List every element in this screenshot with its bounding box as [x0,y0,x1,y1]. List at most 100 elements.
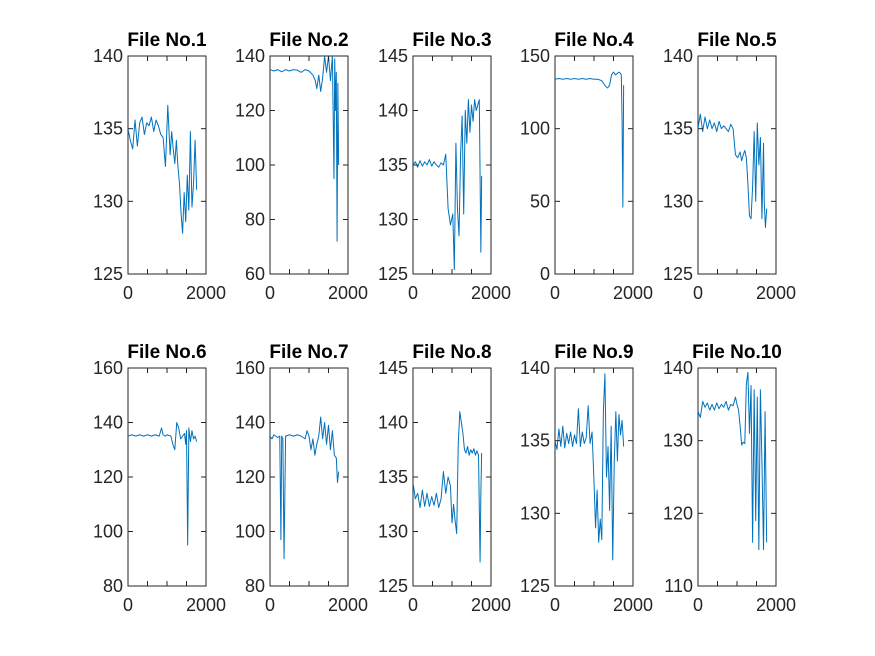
data-trace [413,411,483,563]
y-tick-label: 0 [540,264,550,284]
y-tick-label: 130 [663,191,693,211]
y-tick-label: 140 [93,46,123,66]
y-tick-label: 125 [663,264,693,284]
subplot-title: File No.9 [554,342,633,363]
x-tick-label: 2000 [471,595,511,615]
y-tick-label: 100 [93,522,123,542]
x-tick-label: 2000 [186,283,226,303]
subplot-4: 0 50 100 150 0 2000 File No.4 [520,30,653,303]
y-tick-label: 160 [93,358,123,378]
x-tick-label: 2000 [471,283,511,303]
x-tick-label: 2000 [756,595,796,615]
data-trace [413,99,483,271]
y-tick-label: 145 [378,358,408,378]
y-tick-label: 140 [93,413,123,433]
subplot-title: File No.10 [692,342,782,363]
x-tick-label: 0 [123,595,133,615]
y-tick-label: 130 [378,522,408,542]
y-tick-label: 140 [663,358,693,378]
y-tick-label: 145 [378,46,408,66]
x-tick-label: 0 [265,283,275,303]
y-tick-label: 135 [520,431,550,451]
y-tick-label: 130 [520,503,550,523]
axes-box [697,55,777,275]
subplot-3: 125 130 135 140 145 0 2000 File No.3 [378,30,511,303]
y-tick-label: 80 [103,576,123,596]
y-tick-label: 140 [235,413,265,433]
y-tick-label: 100 [235,522,265,542]
subplot-7: 80 100 120 140 160 0 2000 File No.7 [235,342,368,615]
y-tick-label: 125 [378,576,408,596]
x-tick-label: 0 [408,283,418,303]
data-trace [555,71,625,208]
y-tick-label: 120 [235,101,265,121]
subplot-1: 125 130 135 140 0 2000 File No.1 [93,30,226,303]
y-tick-label: 120 [93,467,123,487]
y-tick-label: 100 [235,155,265,175]
subplot-title: File No.7 [269,342,348,363]
y-tick-label: 100 [520,119,550,139]
subplot-title: File No.5 [697,30,777,51]
subplot-8: 125 130 135 140 145 0 2000 File No.8 [378,342,511,615]
subplot-5: 125 130 135 140 0 2000 File No.5 [663,30,796,303]
subplot-title: File No.3 [412,30,491,51]
x-tick-label: 0 [265,595,275,615]
y-tick-label: 120 [663,503,693,523]
subplot-title: File No.1 [127,30,207,51]
x-tick-label: 2000 [328,595,368,615]
y-tick-label: 140 [378,413,408,433]
y-tick-label: 125 [378,264,408,284]
subplot-9: 125 130 135 140 0 2000 File No.9 [520,342,653,615]
y-tick-label: 140 [663,46,693,66]
x-tick-label: 0 [550,283,560,303]
y-tick-label: 140 [235,46,265,66]
y-tick-label: 50 [530,191,550,211]
y-tick-label: 80 [245,576,265,596]
axes-box [412,55,492,275]
subplot-title: File No.8 [412,342,491,363]
x-tick-label: 0 [123,283,133,303]
axes-box [127,367,207,587]
data-trace [698,113,768,228]
data-trace [270,416,340,560]
axes-box [554,55,634,275]
x-tick-label: 2000 [186,595,226,615]
axes-box [127,55,207,275]
x-tick-label: 0 [693,283,703,303]
subplot-title: File No.4 [554,30,634,51]
x-tick-label: 2000 [328,283,368,303]
y-tick-label: 125 [520,576,550,596]
x-tick-label: 2000 [613,595,653,615]
subplot-2: 60 80 100 120 140 0 2000 File No.2 [235,30,368,303]
y-tick-label: 135 [93,119,123,139]
y-tick-label: 135 [378,467,408,487]
y-tick-label: 110 [664,576,693,596]
y-tick-label: 60 [245,264,265,284]
y-tick-label: 130 [663,431,693,451]
x-tick-label: 0 [550,595,560,615]
data-trace [128,422,198,546]
y-tick-label: 135 [378,155,408,175]
y-tick-label: 135 [663,119,693,139]
y-tick-label: 150 [520,46,550,66]
subplot-10: 110 120 130 140 0 2000 File No.10 [663,342,796,615]
y-tick-label: 80 [245,210,265,230]
data-trace [698,371,768,551]
data-trace [128,104,198,234]
data-trace [555,373,625,561]
y-tick-label: 160 [235,358,265,378]
y-tick-label: 120 [235,467,265,487]
subplot-6: 80 100 120 140 160 0 2000 File No.6 [93,342,226,615]
subplot-title: File No.6 [127,342,206,363]
x-tick-label: 0 [408,595,418,615]
y-tick-label: 140 [520,358,550,378]
x-tick-label: 0 [693,595,703,615]
x-tick-label: 2000 [613,283,653,303]
y-tick-label: 130 [93,191,123,211]
y-tick-label: 125 [93,264,123,284]
y-tick-label: 140 [378,101,408,121]
subplot-title: File No.2 [269,30,348,51]
x-tick-label: 2000 [756,283,796,303]
y-tick-label: 130 [378,210,408,230]
